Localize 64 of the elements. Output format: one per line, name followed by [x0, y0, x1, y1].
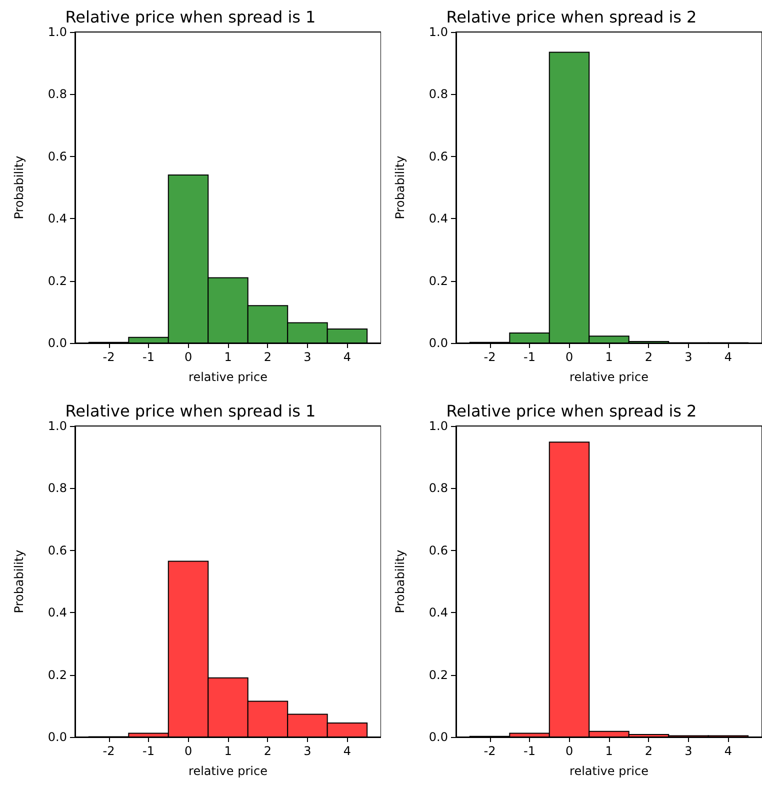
- y-tick-label: 0.6: [48, 543, 67, 558]
- x-tick-label: 4: [724, 350, 732, 364]
- chart-title: Relative price when spread is 2: [446, 402, 697, 420]
- x-tick-label: 0: [565, 744, 574, 758]
- x-tick-label: 1: [224, 744, 232, 758]
- x-tick-label: -2: [484, 744, 496, 758]
- x-tick-label: 3: [684, 350, 692, 364]
- x-tick-label: -1: [524, 350, 536, 364]
- x-tick-label: 1: [605, 350, 613, 364]
- x-tick-label: 3: [684, 744, 692, 758]
- x-tick-label: 2: [264, 744, 272, 758]
- x-axis-title: relative price: [570, 370, 648, 384]
- y-axis-title: Probability: [12, 156, 26, 220]
- y-axis-title: Probability: [393, 550, 407, 614]
- y-axis-title: Probability: [12, 550, 26, 614]
- x-tick-label: -2: [102, 744, 115, 758]
- x-tick-label: -1: [524, 744, 536, 758]
- x-tick-label: 1: [224, 350, 232, 364]
- y-tick-label: 0.0: [48, 336, 67, 350]
- x-tick-label: 2: [264, 350, 272, 364]
- y-tick-label: 0.0: [428, 336, 448, 350]
- y-tick-label: 0.2: [48, 274, 67, 288]
- y-tick-label: 0.0: [428, 730, 448, 744]
- x-tick-label: -2: [484, 350, 496, 364]
- x-tick-label: 1: [605, 744, 613, 758]
- y-tick-label: 0.4: [48, 606, 67, 620]
- x-tick-label: 4: [343, 350, 352, 364]
- y-tick-label: 0.6: [428, 149, 448, 164]
- y-tick-label: 0.6: [428, 543, 448, 558]
- x-tick-label: 2: [644, 744, 653, 758]
- chart-title: Relative price when spread is 1: [65, 402, 316, 420]
- y-tick-label: 0.8: [48, 87, 67, 102]
- y-tick-label: 0.8: [48, 481, 67, 496]
- chart-title: Relative price when spread is 2: [446, 8, 697, 26]
- y-tick-label: 0.6: [48, 149, 67, 164]
- x-tick-label: 2: [644, 350, 653, 364]
- x-tick-label: 0: [184, 744, 192, 758]
- y-tick-label: 1.0: [48, 25, 67, 39]
- x-tick-label: -1: [142, 350, 155, 364]
- chart-title: Relative price when spread is 1: [65, 8, 316, 26]
- y-tick-label: 0.2: [48, 668, 67, 682]
- x-tick-label: -1: [142, 744, 155, 758]
- x-tick-label: 4: [724, 744, 732, 758]
- y-tick-label: 0.0: [48, 730, 67, 744]
- x-axis-title: relative price: [570, 764, 648, 778]
- x-axis-title: relative price: [188, 764, 268, 778]
- y-tick-label: 1.0: [428, 419, 448, 433]
- y-tick-label: 0.8: [428, 87, 448, 102]
- y-tick-label: 0.2: [428, 668, 448, 682]
- y-tick-label: 1.0: [428, 25, 448, 39]
- x-tick-label: 3: [304, 350, 312, 364]
- y-tick-label: 0.2: [428, 274, 448, 288]
- y-axis-title: Probability: [393, 156, 407, 220]
- x-tick-label: -2: [102, 350, 115, 364]
- x-tick-label: 0: [184, 350, 192, 364]
- y-tick-label: 0.8: [428, 481, 448, 496]
- x-tick-label: 4: [343, 744, 352, 758]
- y-tick-label: 0.4: [428, 606, 448, 620]
- y-tick-label: 0.4: [428, 212, 448, 226]
- x-tick-label: 0: [565, 350, 574, 364]
- x-axis-title: relative price: [188, 370, 268, 384]
- y-tick-label: 1.0: [48, 419, 67, 433]
- y-tick-label: 0.4: [48, 212, 67, 226]
- x-tick-label: 3: [304, 744, 312, 758]
